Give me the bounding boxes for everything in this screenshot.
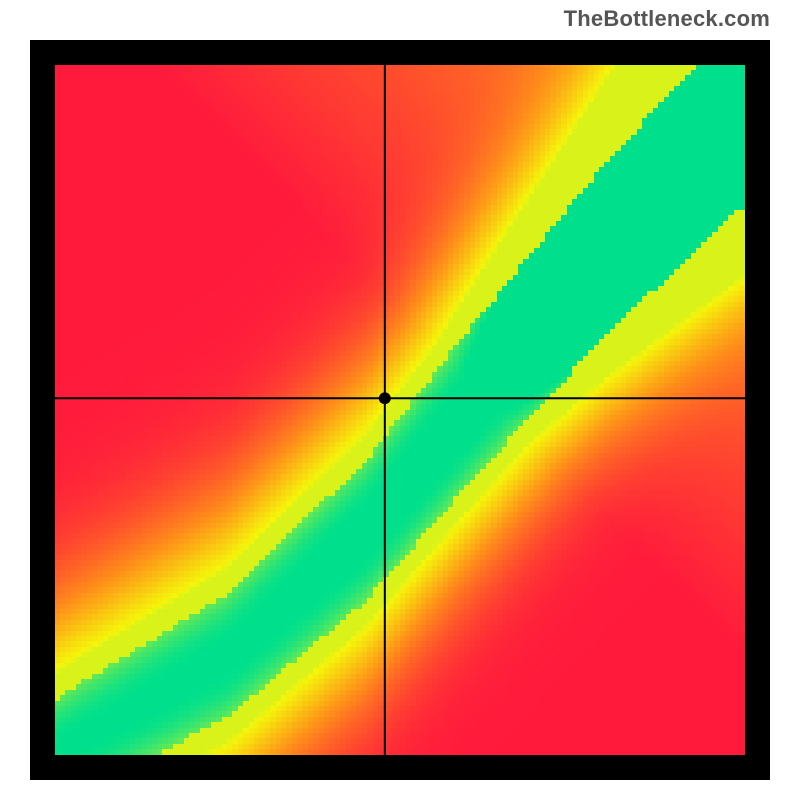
watermark-label: TheBottleneck.com: [564, 6, 770, 32]
bottleneck-heatmap: [30, 40, 770, 780]
heatmap-canvas: [55, 65, 745, 755]
